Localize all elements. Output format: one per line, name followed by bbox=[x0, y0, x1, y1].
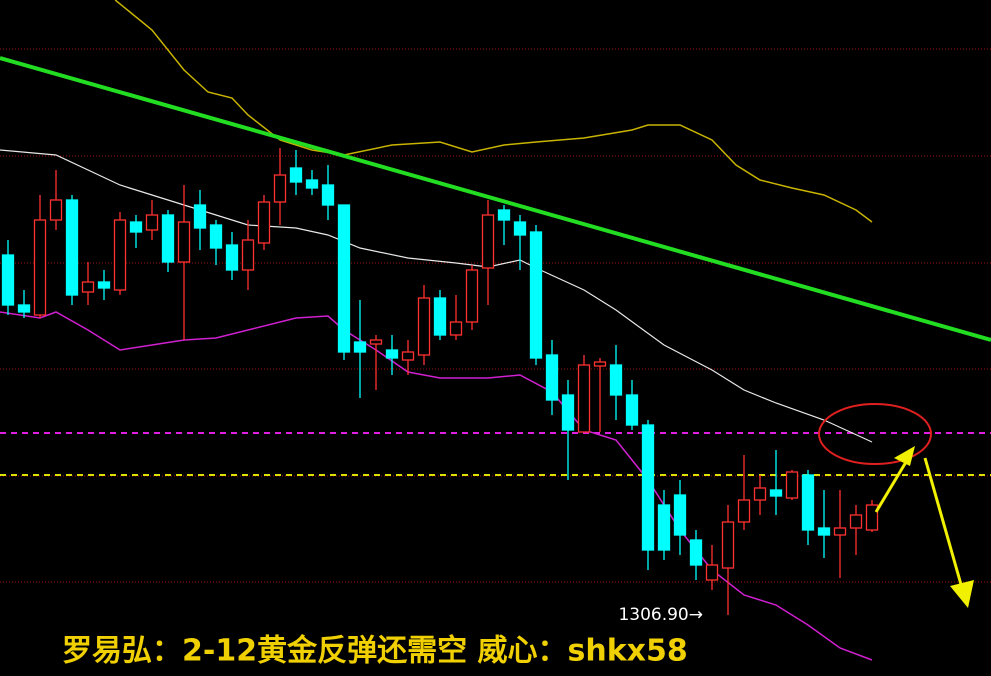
arrows bbox=[874, 446, 974, 608]
candle-body bbox=[529, 231, 543, 359]
candle-body bbox=[321, 184, 335, 206]
candle-body bbox=[609, 364, 623, 396]
candle-body bbox=[257, 201, 271, 244]
candle-body bbox=[97, 281, 111, 289]
candle-body bbox=[801, 474, 815, 531]
low-annotation: 1306.90→ bbox=[618, 605, 703, 625]
candle-body bbox=[577, 364, 591, 433]
candle-body bbox=[161, 214, 175, 263]
candle-body bbox=[513, 221, 527, 236]
caption: 罗易弘：2-12黄金反弹还需空 威心：shkx58 bbox=[62, 634, 688, 669]
candle-body bbox=[273, 174, 287, 203]
candle-body bbox=[209, 224, 223, 249]
indicator-line bbox=[0, 56, 991, 342]
candle-body bbox=[849, 514, 863, 529]
candle-body bbox=[401, 351, 415, 361]
candle-body bbox=[833, 527, 847, 536]
indicator-line bbox=[114, 0, 873, 223]
candle-body bbox=[737, 499, 751, 523]
candle-body bbox=[817, 527, 831, 536]
highlight-ellipse bbox=[818, 403, 932, 465]
candle-body bbox=[673, 494, 687, 536]
candle-body bbox=[225, 244, 239, 271]
candle-body bbox=[433, 297, 447, 336]
candle-body bbox=[769, 489, 783, 497]
candle-body bbox=[721, 521, 735, 569]
indicator-line bbox=[0, 311, 873, 661]
candle-body bbox=[593, 361, 607, 367]
candle-body bbox=[561, 394, 575, 431]
candle-body bbox=[305, 179, 319, 189]
indicator-line bbox=[0, 149, 873, 443]
candle-body bbox=[177, 221, 191, 263]
candle-body bbox=[417, 297, 431, 356]
candle-body bbox=[17, 304, 31, 313]
candle-body bbox=[193, 204, 207, 229]
candle-body bbox=[145, 214, 159, 231]
candle-body bbox=[545, 354, 559, 401]
candle-body bbox=[81, 281, 95, 293]
candle-body bbox=[753, 487, 767, 501]
candle-body bbox=[481, 214, 495, 269]
candle-body bbox=[449, 321, 463, 336]
candle-body bbox=[337, 204, 351, 353]
candle-body bbox=[785, 471, 799, 499]
candle-body bbox=[369, 339, 383, 345]
candle-body bbox=[497, 209, 511, 221]
candle-body bbox=[49, 199, 63, 221]
candle-body bbox=[705, 564, 719, 581]
candle-body bbox=[353, 341, 367, 353]
candle-body bbox=[113, 219, 127, 291]
candle-body bbox=[641, 424, 655, 551]
candle-body bbox=[33, 219, 47, 316]
candle-body bbox=[689, 539, 703, 566]
candle-body bbox=[465, 269, 479, 323]
candle-body bbox=[129, 221, 143, 233]
candle-body bbox=[289, 167, 303, 183]
candle-body bbox=[385, 349, 399, 359]
candle-body bbox=[1, 254, 15, 306]
candle-body bbox=[657, 504, 671, 551]
candle-body bbox=[241, 239, 255, 271]
candle-body bbox=[65, 199, 79, 296]
candle-body bbox=[625, 394, 639, 426]
candle-body bbox=[865, 504, 879, 531]
